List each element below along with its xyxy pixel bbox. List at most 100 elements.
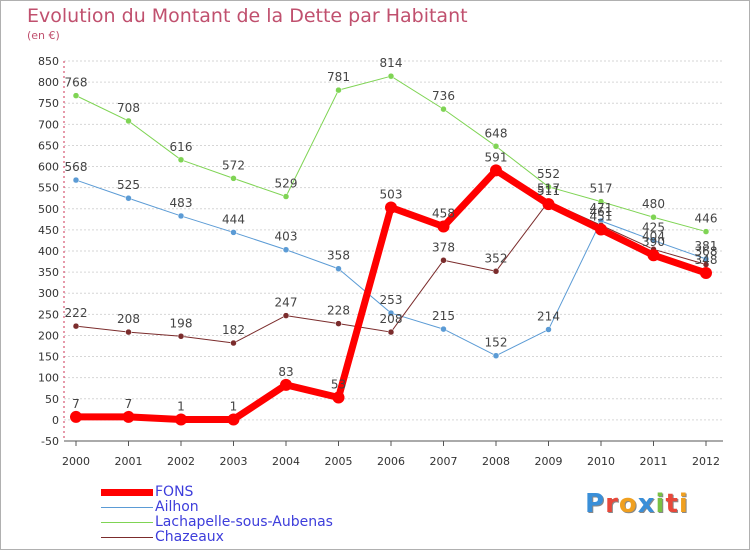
data-label-ailhon: 444	[222, 212, 245, 226]
data-label-fons: 503	[380, 188, 403, 202]
legend-item: Ailhon	[101, 500, 333, 515]
x-tick-label: 2009	[535, 455, 563, 468]
legend-item: Lachapelle-sous-Aubenas	[101, 515, 333, 530]
data-point-fons	[490, 164, 502, 177]
data-label-fons: 53	[331, 378, 346, 392]
x-tick-label: 2010	[587, 455, 615, 468]
data-point-chazeaux	[335, 320, 342, 327]
data-point-fons	[542, 198, 555, 211]
x-tick-label: 2000	[62, 455, 90, 468]
y-tick-label: 350	[38, 266, 59, 279]
data-label-chazeaux: 222	[65, 306, 88, 320]
legend-item: FONS	[101, 485, 333, 500]
data-label-chazeaux: 368	[695, 245, 718, 259]
data-label-ailhon: 253	[380, 293, 403, 307]
data-label-chazeaux: 228	[327, 304, 350, 318]
data-label-lachapelle-sous-aubenas: 736	[432, 89, 455, 103]
data-label-fons: 7	[72, 397, 80, 411]
data-label-ailhon: 215	[432, 309, 455, 323]
data-point-ailhon	[650, 237, 657, 244]
data-label-ailhon: 214	[537, 310, 560, 324]
data-point-chazeaux	[282, 312, 290, 319]
data-label-chazeaux: 352	[485, 251, 508, 265]
x-tick-label: 2001	[115, 455, 143, 468]
data-point-lachapelle-sous-aubenas	[440, 105, 447, 113]
data-point-fons	[175, 413, 187, 426]
data-point-lachapelle-sous-aubenas	[125, 117, 132, 125]
data-point-lachapelle-sous-aubenas	[702, 228, 710, 235]
data-point-lachapelle-sous-aubenas	[72, 92, 80, 99]
chart-subtitle: (en €)	[27, 29, 60, 42]
x-tick-label: 2004	[272, 455, 300, 468]
data-point-chazeaux	[387, 328, 395, 336]
y-tick-label: 700	[38, 118, 59, 131]
legend-label: Chazeaux	[155, 529, 224, 545]
data-point-ailhon	[72, 176, 80, 184]
legend-swatch	[101, 537, 153, 538]
series-lines	[70, 72, 712, 426]
data-label-lachapelle-sous-aubenas: 814	[380, 56, 403, 70]
data-label-fons: 511	[537, 184, 560, 198]
data-label-chazeaux: 517	[537, 182, 560, 196]
legend-label: Lachapelle-sous-Aubenas	[155, 514, 333, 530]
data-point-chazeaux	[492, 268, 500, 275]
data-label-ailhon: 403	[275, 230, 298, 244]
data-label-ailhon: 568	[65, 160, 88, 174]
data-label-chazeaux: 404	[642, 229, 665, 243]
legend-label: FONS	[155, 484, 194, 500]
data-point-ailhon	[125, 194, 132, 202]
x-tick-label: 2011	[640, 455, 668, 468]
data-point-fons	[70, 410, 82, 423]
data-label-chazeaux: 208	[117, 312, 140, 326]
y-tick-label: 150	[38, 351, 59, 364]
data-point-ailhon	[440, 325, 447, 333]
data-point-ailhon	[335, 265, 342, 272]
axes: -50 0 50 100 150 200 250 300 350 400 450 500 550 600 6…	[38, 55, 723, 468]
legend-swatch	[101, 489, 153, 496]
data-label-lachapelle-sous-aubenas: 517	[590, 182, 613, 196]
data-point-lachapelle-sous-aubenas	[387, 72, 395, 80]
chart-title: Evolution du Montant de la Dette par Hab…	[27, 5, 468, 27]
y-tick-label: 400	[38, 245, 59, 258]
x-tick-label: 2006	[377, 455, 405, 468]
data-point-fons	[227, 413, 240, 426]
data-point-ailhon	[230, 229, 237, 236]
data-label-lachapelle-sous-aubenas: 446	[695, 212, 718, 226]
data-point-lachapelle-sous-aubenas	[492, 143, 500, 150]
x-tick-label: 2003	[220, 455, 248, 468]
data-label-lachapelle-sous-aubenas: 616	[170, 140, 193, 154]
data-point-chazeaux	[72, 322, 80, 330]
legend-label: Ailhon	[155, 499, 199, 515]
data-point-lachapelle-sous-aubenas	[545, 183, 552, 191]
x-tick-label: 2005	[325, 455, 353, 468]
data-point-fons	[332, 391, 345, 404]
data-label-lachapelle-sous-aubenas: 552	[537, 167, 560, 181]
data-point-fons	[700, 266, 712, 279]
data-label-fons: 1	[177, 399, 185, 413]
y-tick-label: 50	[45, 393, 59, 406]
data-label-lachapelle-sous-aubenas: 768	[65, 76, 88, 90]
data-label-chazeaux: 198	[170, 316, 193, 330]
x-tick-label: 2008	[482, 455, 510, 468]
data-label-fons: 458	[432, 207, 455, 221]
data-point-fons	[280, 378, 292, 391]
data-label-fons: 83	[278, 365, 293, 379]
grid	[64, 60, 723, 442]
data-label-chazeaux: 461	[590, 205, 613, 219]
data-label-fons: 7	[125, 397, 133, 411]
data-label-lachapelle-sous-aubenas: 572	[222, 158, 245, 172]
data-point-ailhon	[492, 352, 500, 359]
legend-item: Chazeaux	[101, 530, 333, 545]
x-tick-label: 2012	[692, 455, 720, 468]
data-point-lachapelle-sous-aubenas	[597, 198, 605, 205]
data-point-chazeaux	[125, 328, 132, 336]
data-point-lachapelle-sous-aubenas	[282, 193, 290, 200]
data-label-fons: 390	[642, 235, 665, 249]
data-label-lachapelle-sous-aubenas: 781	[327, 70, 350, 84]
data-labels: 7687086165725297818147366485525174804465…	[65, 56, 718, 413]
data-label-chazeaux: 378	[432, 240, 455, 254]
y-tick-label: 250	[38, 308, 59, 321]
y-tick-label: 0	[52, 414, 59, 427]
data-label-chazeaux: 182	[222, 323, 245, 337]
data-label-chazeaux: 247	[275, 296, 298, 310]
